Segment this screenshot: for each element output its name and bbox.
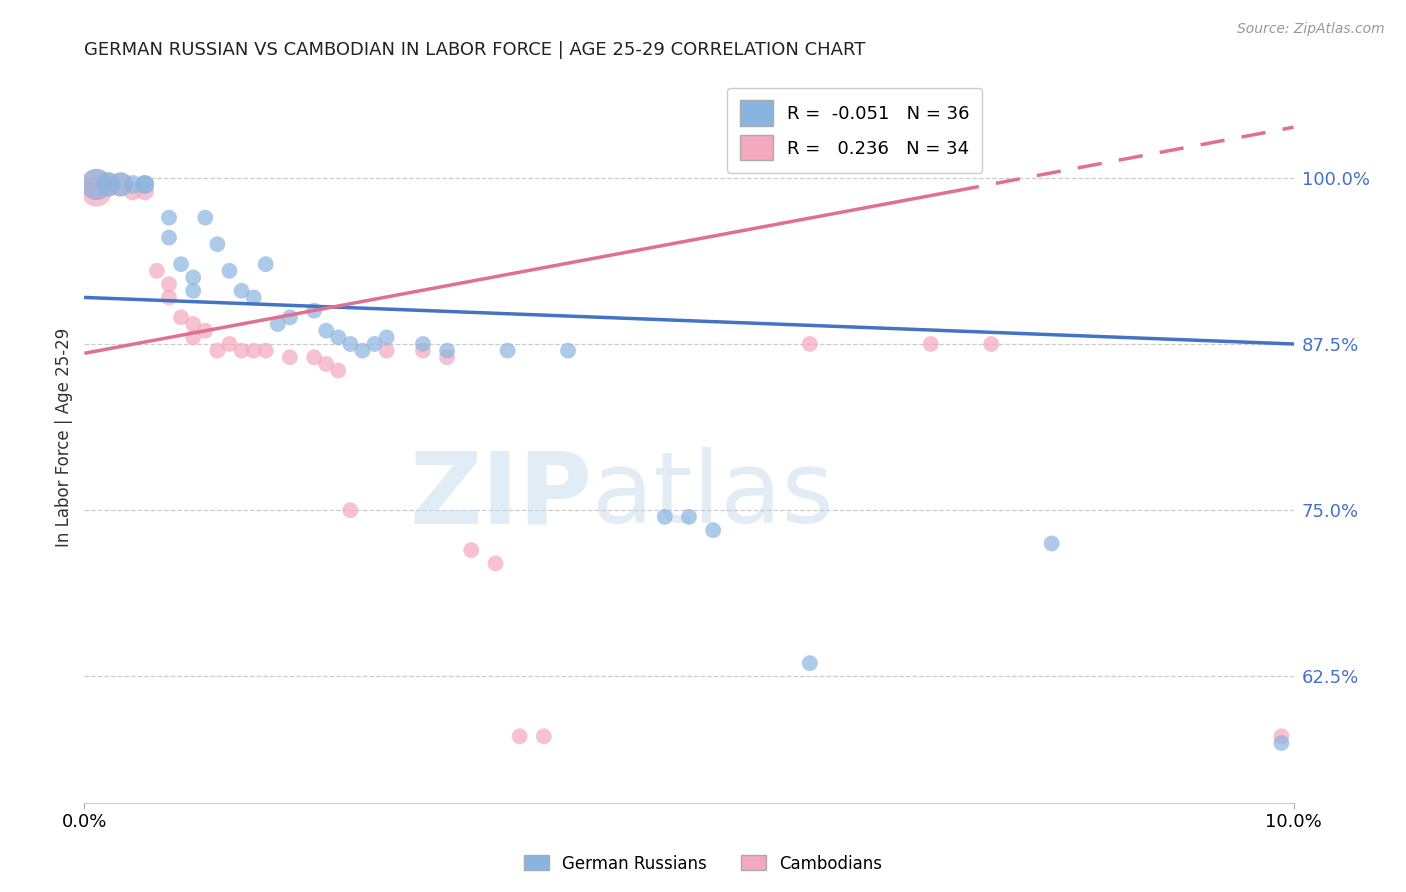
Cambodians [86,178,108,192]
Cambodians [254,343,277,358]
German Russians [496,343,519,358]
German Russians [278,310,301,325]
Cambodians [460,543,482,558]
German Russians [267,317,290,331]
Cambodians [920,337,942,351]
German Russians [702,523,724,537]
Cambodians [533,729,555,743]
Legend: German Russians, Cambodians: German Russians, Cambodians [517,848,889,880]
German Russians [134,178,156,192]
Cambodians [412,343,434,358]
German Russians [315,324,337,338]
Cambodians [799,337,821,351]
Cambodians [181,330,204,344]
German Russians [678,509,700,524]
German Russians [134,178,156,192]
German Russians [1270,736,1292,750]
Cambodians [181,317,204,331]
Cambodians [194,324,217,338]
Cambodians [328,363,350,377]
Legend: R =  -0.051   N = 36, R =   0.236   N = 34: R = -0.051 N = 36, R = 0.236 N = 34 [727,87,983,173]
German Russians [181,284,204,298]
Cambodians [242,343,264,358]
German Russians [218,264,240,278]
German Russians [412,337,434,351]
Text: ZIP: ZIP [409,447,592,544]
German Russians [1040,536,1063,550]
German Russians [654,509,676,524]
Cambodians [302,351,325,365]
Cambodians [509,729,531,743]
German Russians [799,656,821,670]
German Russians [363,337,385,351]
Cambodians [375,343,398,358]
German Russians [557,343,579,358]
Cambodians [157,277,180,292]
German Russians [352,343,374,358]
German Russians [328,330,350,344]
Cambodians [436,351,458,365]
Cambodians [278,351,301,365]
German Russians [121,178,143,192]
Cambodians [86,184,108,198]
German Russians [170,257,193,271]
German Russians [86,178,108,192]
Cambodians [980,337,1002,351]
German Russians [181,270,204,285]
Cambodians [218,337,240,351]
German Russians [157,230,180,244]
Cambodians [231,343,253,358]
Cambodians [157,290,180,304]
German Russians [375,330,398,344]
German Russians [242,290,264,304]
Cambodians [110,178,132,192]
German Russians [97,178,120,192]
Text: Source: ZipAtlas.com: Source: ZipAtlas.com [1237,22,1385,37]
Text: GERMAN RUSSIAN VS CAMBODIAN IN LABOR FORCE | AGE 25-29 CORRELATION CHART: GERMAN RUSSIAN VS CAMBODIAN IN LABOR FOR… [84,41,866,59]
Cambodians [146,264,169,278]
Cambodians [1270,729,1292,743]
German Russians [339,337,361,351]
German Russians [436,343,458,358]
Text: atlas: atlas [592,447,834,544]
Cambodians [134,184,156,198]
German Russians [110,178,132,192]
Cambodians [339,503,361,517]
German Russians [157,211,180,225]
German Russians [254,257,277,271]
Cambodians [484,557,506,571]
German Russians [207,237,229,252]
German Russians [231,284,253,298]
German Russians [194,211,217,225]
Cambodians [170,310,193,325]
Cambodians [315,357,337,371]
Y-axis label: In Labor Force | Age 25-29: In Labor Force | Age 25-29 [55,327,73,547]
Cambodians [97,178,120,192]
Cambodians [207,343,229,358]
Cambodians [121,184,143,198]
German Russians [302,303,325,318]
